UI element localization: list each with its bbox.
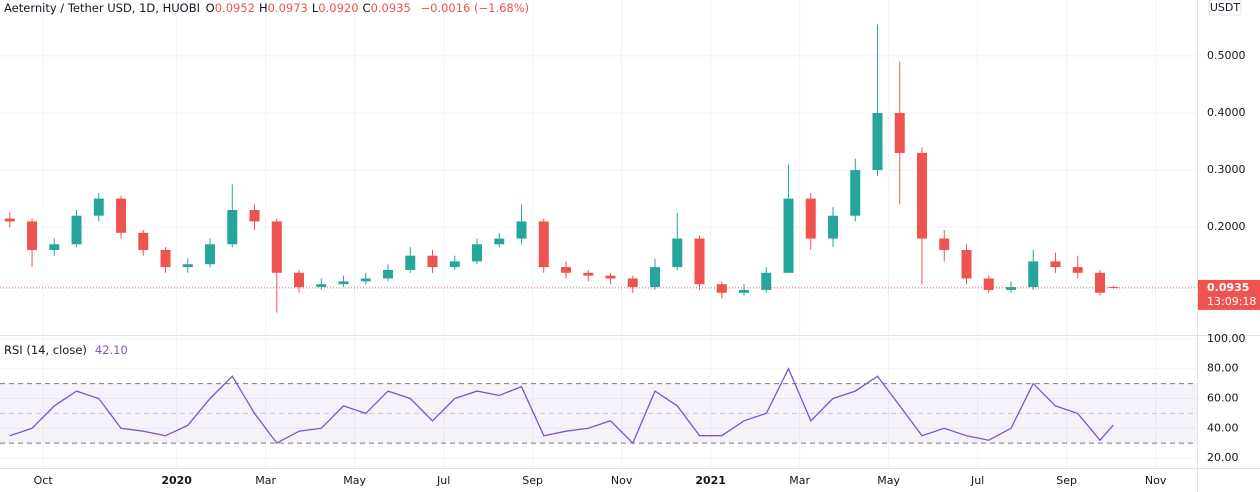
unit-box	[1208, 0, 1242, 16]
candle-body	[360, 278, 371, 282]
rsi-title: RSI (14, close)	[4, 343, 87, 357]
candle-body	[538, 221, 549, 268]
candle-body	[783, 198, 794, 273]
candle-body	[828, 215, 839, 239]
candle-body	[494, 238, 505, 245]
candle-body	[694, 238, 705, 285]
x-tick-label: Sep	[522, 474, 543, 487]
countdown-label: 13:09:18	[1207, 295, 1256, 308]
last-price-badge	[1198, 279, 1260, 310]
rsi-last: 42.10	[94, 343, 128, 357]
y-tick-label: 0.5000	[1207, 49, 1246, 62]
candle-body	[383, 269, 394, 279]
change: −0.0016 (−1.68%)	[420, 1, 530, 15]
candle-body	[627, 278, 638, 288]
candle-body	[894, 112, 905, 153]
x-tick-label: May	[343, 474, 366, 487]
rsi-header: RSI (14, close) 42.10	[4, 343, 130, 357]
candle-body	[739, 289, 750, 293]
y-tick-label: 100.00	[1207, 332, 1246, 345]
x-tick-label: Oct	[34, 474, 54, 487]
x-tick-label: Jul	[436, 474, 450, 487]
x-tick-label: Jul	[970, 474, 984, 487]
candle-body	[93, 198, 104, 216]
candle-body	[27, 221, 38, 250]
unit-label: USDT	[1210, 1, 1241, 14]
candle-body	[761, 272, 772, 290]
last-price-label: 0.0935	[1207, 281, 1249, 294]
candle-body	[271, 221, 282, 273]
ohlc-label: O	[205, 1, 215, 15]
candle-body	[405, 255, 416, 270]
candle-body	[650, 267, 661, 288]
candle-body	[983, 278, 994, 290]
candle-body	[561, 267, 572, 273]
x-tick-label: 2021	[695, 474, 726, 487]
x-tick-label: Nov	[611, 474, 633, 487]
y-tick-label: 80.00	[1207, 362, 1239, 375]
candle-body	[850, 170, 861, 216]
candle-body	[116, 198, 127, 233]
x-tick-label: Mar	[255, 474, 276, 487]
ohlc-value: 0.0935	[370, 1, 411, 15]
candle-body	[160, 249, 171, 268]
candle-body	[961, 249, 972, 279]
y-tick-label: 0.2000	[1207, 220, 1246, 233]
ohlc: O0.0952 H0.0973 L0.0920 C0.0935	[206, 1, 415, 15]
ohlc-value: 0.0973	[267, 1, 308, 15]
candle-body	[205, 244, 216, 265]
candle-body	[516, 221, 527, 239]
candle-body	[49, 244, 60, 250]
y-tick-label: 40.00	[1207, 421, 1239, 434]
candle-body	[227, 210, 238, 245]
y-tick-label: 60.00	[1207, 392, 1239, 405]
candle-body	[182, 264, 193, 268]
candle-body	[917, 152, 928, 239]
x-tick-label: Mar	[789, 474, 810, 487]
candle-body	[1094, 272, 1105, 293]
candle-body	[338, 281, 349, 285]
candle-body	[71, 215, 82, 245]
x-tick-label: May	[877, 474, 900, 487]
rsi-line	[9, 367, 1114, 445]
candle-body	[472, 244, 483, 262]
candle-body	[1028, 261, 1039, 288]
ohlc-label: H	[258, 1, 268, 15]
candle-body	[316, 284, 327, 288]
candle-body	[605, 275, 616, 279]
title: Aeternity / Tether USD, 1D, HUOBI	[4, 1, 200, 15]
y-tick-label: 0.3000	[1207, 163, 1246, 176]
candle-body	[4, 218, 15, 222]
x-tick-label: 2020	[161, 474, 192, 487]
y-tick-label: 0.4000	[1207, 106, 1246, 119]
candle-body	[138, 232, 149, 250]
candle-body	[672, 238, 683, 268]
candle-body	[249, 210, 260, 222]
candle-body	[583, 272, 594, 276]
x-tick-label: Nov	[1145, 474, 1167, 487]
candle-body	[939, 238, 950, 250]
candle-body	[449, 261, 460, 268]
ohlc-label: C	[362, 1, 371, 15]
candle-body	[294, 272, 305, 288]
price-header: Aeternity / Tether USD, 1D, HUOBI O0.095…	[4, 1, 531, 15]
ohlc-value: 0.0920	[318, 1, 359, 15]
x-tick-label: Sep	[1056, 474, 1077, 487]
candle-body	[872, 112, 883, 171]
candle-body	[427, 255, 438, 268]
ohlc-value: 0.0952	[214, 1, 255, 15]
ohlc-label: L	[311, 1, 319, 15]
y-tick-label: 20.00	[1207, 451, 1239, 464]
candle-body	[1072, 267, 1083, 273]
candle-body	[805, 198, 816, 239]
candle-body	[716, 284, 727, 293]
candle-body	[1005, 287, 1016, 290]
candle-body	[1050, 261, 1061, 268]
